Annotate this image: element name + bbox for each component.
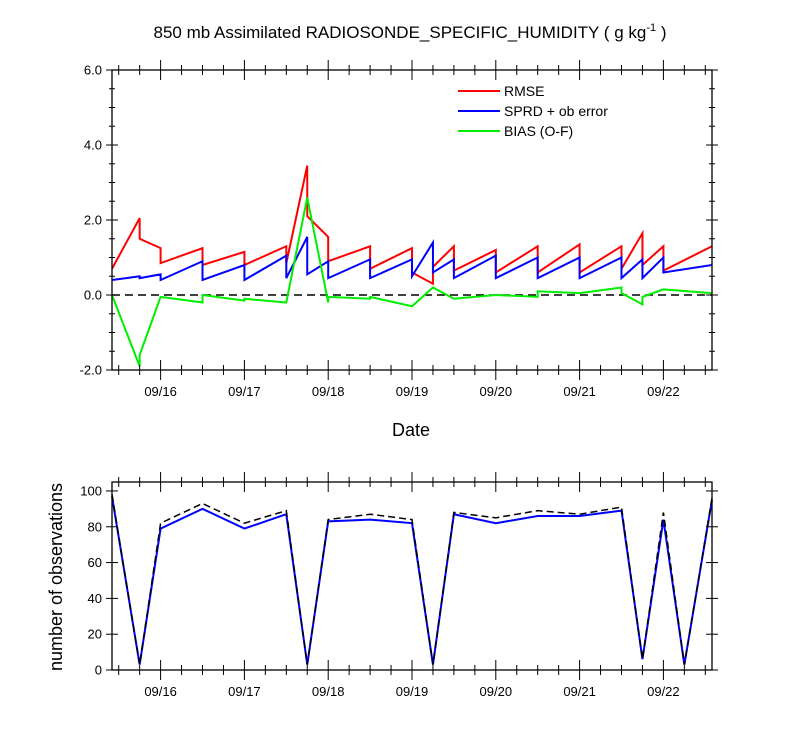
top-xtick-label: 09/16 [144,384,177,399]
top-xtick-label: 09/17 [228,384,261,399]
top-series-bias-o-f [111,197,713,367]
bottom-xtick-label: 09/19 [396,684,429,699]
top-panel-series-group [111,165,713,367]
bottom-xtick-label: 09/21 [563,684,596,699]
top-ytick-label: 0.0 [84,288,102,303]
chart-title: 850 mb Assimilated RADIOSONDE_SPECIFIC_H… [154,22,667,42]
legend-label-1: RMSE [504,83,544,99]
bottom-panel-series-group [111,494,713,665]
bottom-series-possible [111,494,713,665]
bottom-xtick-label: 09/22 [647,684,680,699]
top-panel-tick-labels: -2.0 0.0 2.0 4.0 6.0 09/16 09/17 09/18 09/19 09/2… [80,63,680,400]
bottom-ytick-label: 20 [88,627,102,642]
top-xtick-label: 09/18 [312,384,345,399]
chart-title-superscript: -1 [646,22,656,34]
bottom-ytick-label: 100 [80,483,102,498]
bottom-panel-frame-group [106,472,718,680]
top-xtick-label: 09/21 [563,384,596,399]
chart-title-main: 850 mb Assimilated RADIOSONDE_SPECIFIC_H… [154,23,647,42]
chart-title-suffix: ) [656,23,666,42]
top-panel-frame-group [106,60,718,380]
bottom-xtick-label: 09/18 [312,684,345,699]
bottom-panel-tick-labels: 0 20 40 60 80 100 09/16 09/17 09/18 09/19 09/20 09/… [80,483,679,699]
bottom-ytick-label: 80 [88,519,102,534]
top-series-sprd-ob-error [111,236,713,282]
top-ytick-label: 4.0 [84,138,102,153]
top-ytick-label: -2.0 [80,363,102,378]
bottom-ytick-label: 60 [88,555,102,570]
bottom-panel-ylabel: number of observations [46,483,66,671]
top-xtick-label: 09/20 [480,384,513,399]
top-xtick-label: 09/19 [396,384,429,399]
top-ytick-label: 6.0 [84,63,102,78]
top-xtick-label: 09/22 [647,384,680,399]
bottom-ytick-label: 40 [88,591,102,606]
bottom-xtick-label: 09/16 [144,684,177,699]
bottom-ytick-label: 0 [95,663,102,678]
legend-label-2: SPRD + ob error [504,103,608,119]
bottom-xtick-label: 09/20 [480,684,513,699]
bottom-xtick-label: 09/17 [228,684,261,699]
top-panel-xlabel: Date [392,420,430,440]
top-plot-frame [111,69,713,371]
legend: RMSE SPRD + ob error BIAS (O-F) [458,83,608,139]
legend-label-3: BIAS (O-F) [504,123,573,139]
top-ytick-label: 2.0 [84,213,102,228]
